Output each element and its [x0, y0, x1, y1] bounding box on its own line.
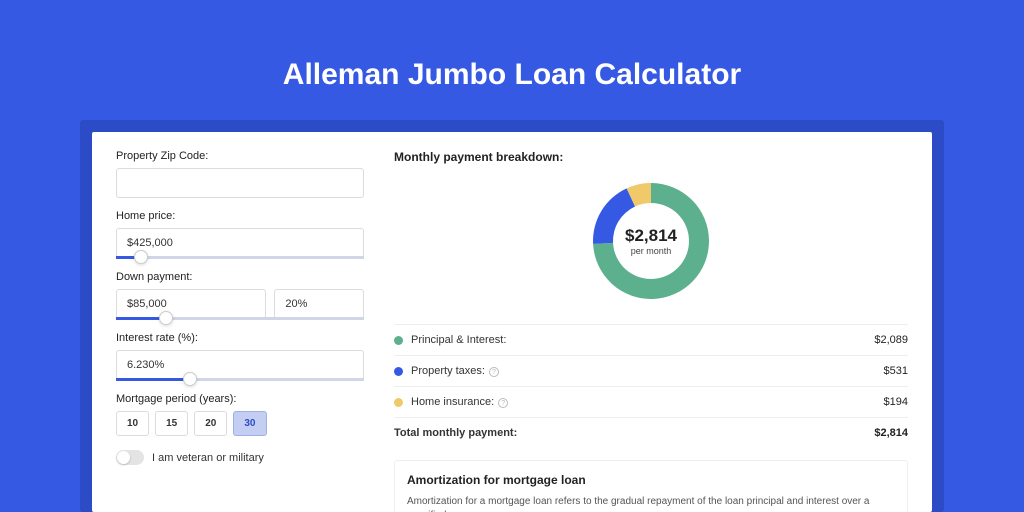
breakdown-label: Home insurance:? [411, 396, 884, 408]
period-option-10[interactable]: 10 [116, 411, 149, 436]
breakdown-label: Principal & Interest: [411, 334, 874, 346]
zip-label: Property Zip Code: [116, 150, 364, 162]
breakdown-list: Principal & Interest:$2,089Property taxe… [394, 324, 908, 448]
page-title: Alleman Jumbo Loan Calculator [0, 58, 1024, 92]
total-value: $2,814 [874, 427, 908, 439]
breakdown-row: Home insurance:?$194 [394, 387, 908, 418]
down-payment-slider[interactable] [116, 317, 364, 320]
amortization-text: Amortization for a mortgage loan refers … [407, 495, 895, 512]
period-option-20[interactable]: 20 [194, 411, 227, 436]
down-payment-label: Down payment: [116, 271, 364, 283]
breakdown-title: Monthly payment breakdown: [394, 150, 908, 164]
breakdown-label: Property taxes:? [411, 365, 884, 377]
donut-amount: $2,814 [625, 226, 677, 246]
breakdown-value: $2,089 [874, 334, 908, 346]
interest-label: Interest rate (%): [116, 332, 364, 344]
period-option-15[interactable]: 15 [155, 411, 188, 436]
home-price-label: Home price: [116, 210, 364, 222]
down-payment-input[interactable] [116, 289, 266, 319]
breakdown-row: Principal & Interest:$2,089 [394, 325, 908, 356]
breakdown-value: $531 [884, 365, 908, 377]
form-panel: Property Zip Code: Home price: Down paym… [116, 150, 364, 512]
legend-dot [394, 367, 403, 376]
period-options: 10152030 [116, 411, 364, 436]
breakdown-panel: Monthly payment breakdown: $2,814 per mo… [394, 150, 908, 512]
period-option-30[interactable]: 30 [233, 411, 266, 436]
breakdown-value: $194 [884, 396, 908, 408]
veteran-toggle[interactable] [116, 450, 144, 465]
period-label: Mortgage period (years): [116, 393, 364, 405]
card-shadow: Property Zip Code: Home price: Down paym… [80, 120, 944, 512]
info-icon[interactable]: ? [498, 398, 508, 408]
legend-dot [394, 398, 403, 407]
home-price-input[interactable] [116, 228, 364, 258]
toggle-knob [117, 451, 130, 464]
donut-sub: per month [625, 246, 677, 256]
zip-input[interactable] [116, 168, 364, 198]
payment-donut-chart: $2,814 per month [586, 176, 716, 306]
total-label: Total monthly payment: [394, 427, 874, 439]
home-price-slider[interactable] [116, 256, 364, 259]
interest-input[interactable] [116, 350, 364, 380]
down-payment-pct-input[interactable] [274, 289, 364, 319]
legend-dot [394, 336, 403, 345]
calculator-card: Property Zip Code: Home price: Down paym… [92, 132, 932, 512]
breakdown-row: Property taxes:?$531 [394, 356, 908, 387]
amortization-section: Amortization for mortgage loan Amortizat… [394, 460, 908, 512]
interest-slider[interactable] [116, 378, 364, 381]
breakdown-total-row: Total monthly payment:$2,814 [394, 418, 908, 448]
amortization-title: Amortization for mortgage loan [407, 473, 895, 487]
veteran-label: I am veteran or military [152, 452, 264, 464]
info-icon[interactable]: ? [489, 367, 499, 377]
